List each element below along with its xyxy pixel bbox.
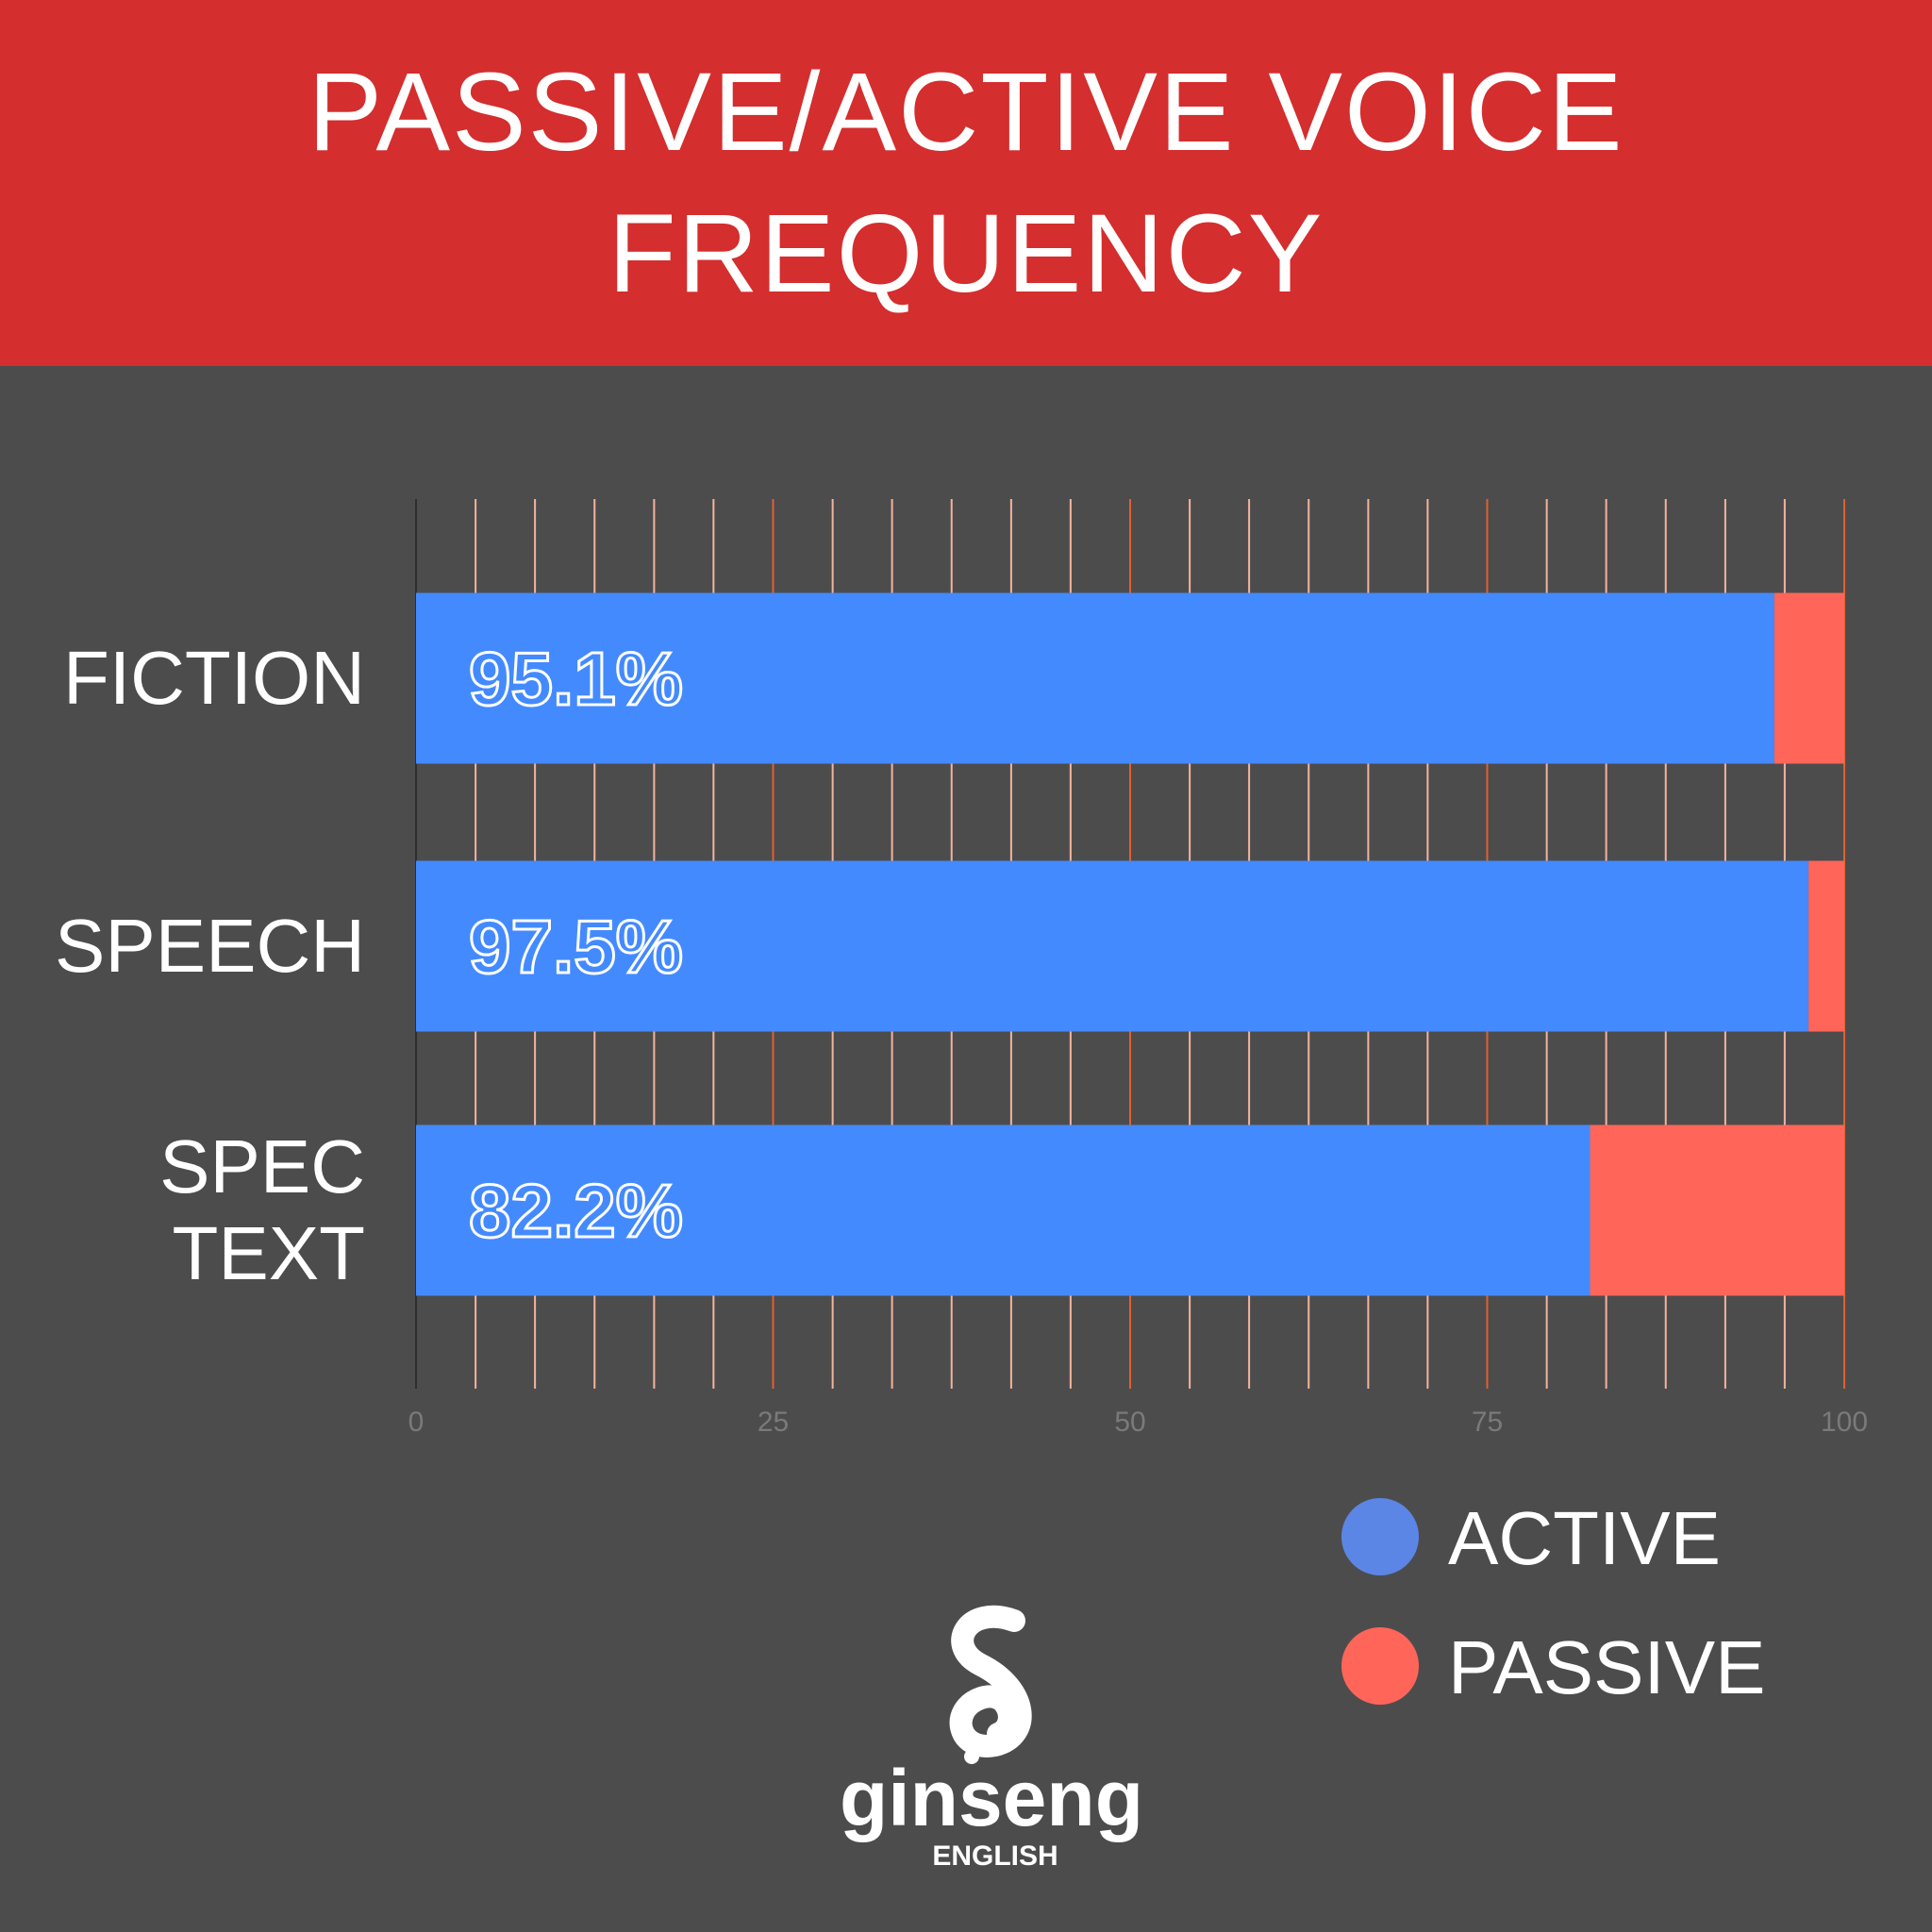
x-tick-label: 50 bbox=[1114, 1407, 1145, 1438]
category-label: SPEC TEXT bbox=[159, 1124, 365, 1295]
bar-segment bbox=[1808, 860, 1844, 1032]
bar-segment bbox=[416, 860, 1809, 1032]
x-tick-label: 0 bbox=[408, 1407, 425, 1438]
x-tick-label: 25 bbox=[758, 1407, 789, 1438]
legend-label: ACTIVE bbox=[1448, 1496, 1721, 1580]
logo bbox=[949, 1605, 1032, 1764]
value-label: 95.1% bbox=[469, 637, 683, 721]
bar-segment bbox=[416, 1124, 1591, 1296]
logo-sub: ENGLISH bbox=[932, 1840, 1058, 1872]
logo-dot bbox=[964, 1749, 979, 1764]
logo-name: ginseng bbox=[840, 1754, 1143, 1842]
chart-title: PASSIVE/ACTIVE VOICE FREQUENCY bbox=[308, 50, 1624, 316]
legend-swatch bbox=[1341, 1498, 1419, 1575]
x-tick-label: 75 bbox=[1472, 1407, 1503, 1438]
legend-swatch bbox=[1341, 1627, 1419, 1705]
value-label: 97.5% bbox=[469, 905, 683, 989]
category-label: SPEECH bbox=[55, 904, 365, 988]
bar-segment bbox=[416, 592, 1774, 764]
x-tick-label: 100 bbox=[1821, 1407, 1868, 1438]
bar-segment bbox=[1774, 592, 1844, 764]
value-label: 82.2% bbox=[469, 1169, 683, 1253]
legend-label: PASSIVE bbox=[1448, 1625, 1765, 1709]
bar-segment bbox=[1590, 1124, 1844, 1296]
header: PASSIVE/ACTIVE VOICE FREQUENCY bbox=[0, 0, 1932, 366]
logo-icon bbox=[949, 1605, 1032, 1757]
category-label: FICTION bbox=[63, 636, 365, 720]
